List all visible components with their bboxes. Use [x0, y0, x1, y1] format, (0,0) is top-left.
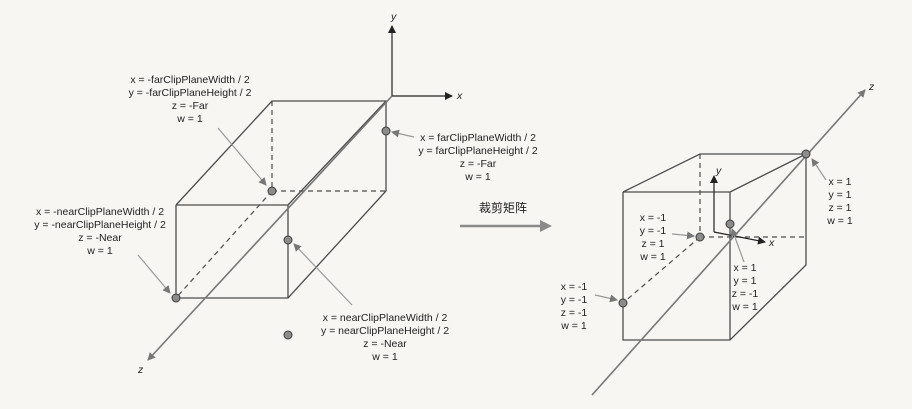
- vertex-inner-left: [695, 232, 705, 242]
- label-line: y = 1: [733, 275, 756, 287]
- right-x-axis: [713, 231, 766, 245]
- right-cube-box: [622, 153, 807, 341]
- label-line: x = -1: [640, 212, 667, 224]
- label-r-inner-left: x = -1 y = -1 z = 1 w = 1: [639, 212, 666, 263]
- right-x-axis-label: x: [768, 237, 775, 249]
- label-line: w = 1: [826, 215, 853, 227]
- leader-near-bottom: [293, 243, 353, 306]
- right-axes: z y x: [591, 81, 875, 396]
- label-line: w = 1: [371, 351, 398, 363]
- box-edge: [287, 100, 387, 206]
- right-z-axis: [591, 89, 866, 396]
- leader-inner-below: [730, 228, 745, 263]
- transform-arrow-head: [540, 220, 552, 232]
- label-line: y = -1: [640, 225, 667, 237]
- label-line: x = -nearClipPlaneWidth / 2: [36, 206, 164, 218]
- label-near-bottom: x = nearClipPlaneWidth / 2 y = nearClipP…: [321, 312, 449, 363]
- label-line: z = 1: [641, 238, 664, 250]
- left-frustum-box: [175, 100, 387, 299]
- label-r-near-left: x = -1 y = -1 z = -1 w = 1: [560, 281, 587, 332]
- right-leaders: [594, 158, 827, 303]
- label-line: w = 1: [560, 320, 587, 332]
- label-line: w = 1: [639, 251, 666, 263]
- label-line: w = 1: [86, 245, 113, 257]
- label-near-left: x = -nearClipPlaneWidth / 2 y = -nearCli…: [34, 206, 166, 257]
- vertex-far-right: [801, 149, 811, 159]
- label-far-top-left: x = -farClipPlaneWidth / 2 y = -farClipP…: [129, 74, 252, 125]
- label-line: x = nearClipPlaneWidth / 2: [323, 312, 448, 324]
- leader-near-left: [594, 294, 618, 303]
- left-leaders: [137, 127, 415, 306]
- left-vertices: [171, 126, 391, 340]
- transform-label: 裁剪矩阵: [479, 200, 527, 215]
- left-y-axis-label: y: [390, 11, 397, 23]
- label-line: w = 1: [176, 113, 203, 125]
- cube-outline: [622, 153, 807, 341]
- label-far-right: x = farClipPlaneWidth / 2 y = farClipPla…: [418, 132, 538, 183]
- vertex-near-left: [618, 298, 628, 308]
- label-line: z = -Near: [78, 232, 122, 244]
- label-line: z = 1: [828, 202, 851, 214]
- label-line: x = 1: [733, 262, 756, 274]
- label-line: x = -1: [561, 281, 588, 293]
- vertex-near-right: [283, 235, 293, 245]
- right-z-axis-label: z: [868, 81, 875, 93]
- right-vertices: [618, 149, 811, 308]
- label-line: y = -1: [561, 294, 588, 306]
- left-axes: y x z: [137, 11, 463, 376]
- label-line: w = 1: [731, 301, 758, 313]
- label-line: z = -Far: [172, 100, 209, 112]
- hidden-edge: [622, 236, 701, 304]
- label-line: y = -nearClipPlaneHeight / 2: [34, 219, 166, 231]
- vertex-near-bottom: [283, 330, 293, 340]
- label-line: z = -1: [561, 307, 588, 319]
- label-r-inner-below: x = 1 y = 1 z = -1 w = 1: [731, 262, 758, 313]
- cube-edge: [729, 153, 807, 193]
- label-line: z = -Far: [460, 158, 497, 170]
- left-z-axis: [147, 95, 393, 361]
- label-line: y = farClipPlaneHeight / 2: [418, 145, 538, 157]
- label-line: y = 1: [828, 189, 851, 201]
- vertex-near-left: [171, 293, 181, 303]
- leader-inner-left: [671, 231, 695, 240]
- left-z-axis-label: z: [137, 364, 144, 376]
- label-line: x = -farClipPlaneWidth / 2: [130, 74, 250, 86]
- label-line: y = nearClipPlaneHeight / 2: [321, 325, 449, 337]
- label-line: x = farClipPlaneWidth / 2: [420, 132, 536, 144]
- vertex-far-right: [381, 126, 391, 136]
- transform-arrow: 裁剪矩阵: [460, 200, 552, 232]
- label-line: x = 1: [828, 176, 851, 188]
- label-line: z = -Near: [363, 338, 407, 350]
- right-y-axis-label: y: [715, 165, 722, 177]
- leader-near-left: [137, 254, 171, 294]
- leader-far-top-left: [217, 127, 267, 186]
- leader-far-right: [391, 129, 415, 138]
- vertex-far-left-top: [267, 186, 277, 196]
- label-line: w = 1: [464, 171, 491, 183]
- label-line: y = -farClipPlaneHeight / 2: [129, 87, 252, 99]
- leader-far-right: [811, 158, 827, 181]
- left-x-axis-label: x: [456, 90, 463, 102]
- label-line: z = -1: [732, 288, 759, 300]
- hidden-edge: [175, 190, 273, 299]
- box-outline: [175, 100, 387, 299]
- vertex-inner-near: [725, 219, 735, 229]
- label-r-far-right: x = 1 y = 1 z = 1 w = 1: [826, 176, 853, 227]
